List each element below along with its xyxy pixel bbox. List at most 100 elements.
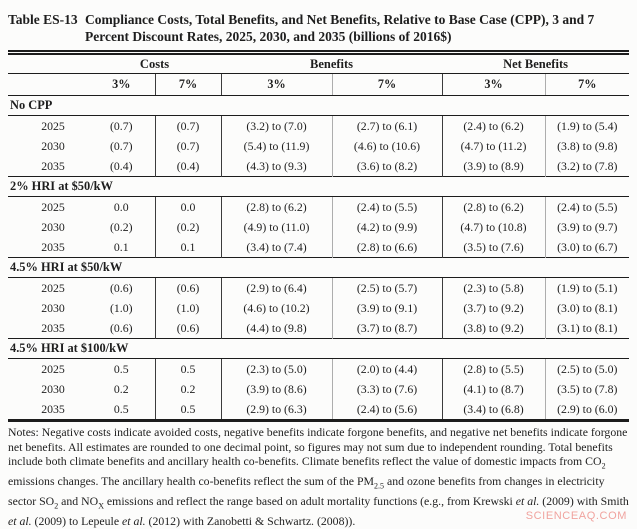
cost-3pct-cell: (0.4)	[88, 156, 156, 177]
table-row: 2030 0.2 0.2 (3.9) to (8.6) (3.3) to (7.…	[8, 379, 629, 399]
netbenefit-3pct-cell: (2.3) to (5.8)	[442, 277, 546, 298]
year-cell: 2025	[41, 199, 65, 214]
benefit-3pct-cell: (2.9) to (6.4)	[221, 277, 333, 298]
year-cell: 2035	[41, 158, 65, 173]
benefit-3pct-cell: (4.9) to (11.0)	[221, 217, 333, 237]
netbenefits-3pct-header: 3%	[442, 73, 546, 96]
cost-7pct-cell: (0.7)	[155, 115, 222, 136]
section-label: 2% HRI at $50/kW	[8, 176, 630, 197]
table-row: 2025 (0.6) (0.6) (2.9) to (6.4) (2.5) to…	[8, 277, 629, 298]
netbenefit-3pct-cell: (3.9) to (8.9)	[442, 156, 546, 177]
benefit-3pct-cell: (2.9) to (6.3)	[221, 399, 333, 421]
table-row: 2035 (0.4) (0.4) (4.3) to (9.3) (3.6) to…	[8, 156, 629, 177]
year-cell: 2035	[41, 239, 65, 254]
netbenefit-7pct-cell: (3.1) to (8.1)	[557, 320, 618, 335]
cost-3pct-cell: (0.2)	[88, 217, 156, 237]
benefit-7pct-cell: (2.8) to (6.6)	[332, 237, 443, 258]
benefits-7pct-header: 7%	[332, 73, 443, 96]
cost-7pct-cell: 0.5	[155, 358, 222, 379]
benefit-7pct-cell: (4.6) to (10.6)	[332, 136, 443, 156]
table-row: 2025 (0.7) (0.7) (3.2) to (7.0) (2.7) to…	[8, 115, 629, 136]
benefit-7pct-cell: (2.4) to (5.5)	[332, 196, 443, 217]
netbenefit-7pct-cell: (3.9) to (9.7)	[557, 219, 618, 234]
cost-7pct-cell: 0.1	[155, 237, 222, 258]
cost-7pct-cell: (1.0)	[155, 298, 222, 318]
netbenefits-7pct-header: 7%	[545, 73, 630, 96]
benefit-3pct-cell: (4.3) to (9.3)	[221, 156, 333, 177]
cost-3pct-cell: 0.0	[88, 196, 156, 217]
section-label: No CPP	[8, 95, 630, 116]
table-row: 2025 0.5 0.5 (2.3) to (5.0) (2.0) to (4.…	[8, 358, 629, 379]
column-group-net-benefits: Net Benefits	[442, 52, 630, 74]
column-group-costs: Costs	[88, 52, 222, 74]
column-group-benefits: Benefits	[221, 52, 443, 74]
benefit-3pct-cell: (2.8) to (6.2)	[221, 196, 333, 217]
year-cell: 2025	[41, 280, 65, 295]
cost-3pct-cell: 0.2	[88, 379, 156, 399]
empty-corner-cell	[8, 73, 88, 96]
table-row: 2025 0.0 0.0 (2.8) to (6.2) (2.4) to (5.…	[8, 196, 629, 217]
cost-3pct-cell: (0.6)	[88, 277, 156, 298]
cost-7pct-cell: (0.4)	[155, 156, 222, 177]
netbenefit-3pct-cell: (2.8) to (5.5)	[442, 358, 546, 379]
benefit-3pct-cell: (5.4) to (11.9)	[221, 136, 333, 156]
netbenefit-3pct-cell: (4.7) to (11.2)	[442, 136, 546, 156]
table-row: 2030 (0.7) (0.7) (5.4) to (11.9) (4.6) t…	[8, 136, 629, 156]
netbenefit-3pct-cell: (2.8) to (6.2)	[442, 196, 546, 217]
netbenefit-7pct-cell: (1.9) to (5.1)	[557, 280, 618, 295]
table-row: 2035 (0.6) (0.6) (4.4) to (9.8) (3.7) to…	[8, 318, 629, 339]
table-title: Table ES-13 Compliance Costs, Total Bene…	[8, 12, 629, 45]
benefit-7pct-cell: (3.3) to (7.6)	[332, 379, 443, 399]
netbenefit-3pct-cell: (3.5) to (7.6)	[442, 237, 546, 258]
netbenefit-3pct-cell: (3.7) to (9.2)	[442, 298, 546, 318]
benefit-7pct-cell: (3.7) to (8.7)	[332, 318, 443, 339]
netbenefit-7pct-cell: (1.9) to (5.4)	[557, 118, 618, 133]
netbenefit-7pct-cell: (3.0) to (6.7)	[557, 239, 618, 254]
benefit-7pct-cell: (2.5) to (5.7)	[332, 277, 443, 298]
table-row: 2030 (1.0) (1.0) (4.6) to (10.2) (3.9) t…	[8, 298, 629, 318]
benefit-7pct-cell: (3.9) to (9.1)	[332, 298, 443, 318]
data-table: Costs Benefits Net Benefits 3% 7% 3% 7% …	[8, 50, 630, 422]
section-row-45pct-hri-50: 4.5% HRI at $50/kW	[8, 257, 630, 278]
year-cell: 2030	[41, 300, 65, 315]
netbenefit-3pct-cell: (3.8) to (9.2)	[442, 318, 546, 339]
benefit-7pct-cell: (3.6) to (8.2)	[332, 156, 443, 177]
benefit-7pct-cell: (4.2) to (9.9)	[332, 217, 443, 237]
table-notes: Notes: Negative costs indicate avoided c…	[8, 425, 629, 528]
benefit-3pct-cell: (4.6) to (10.2)	[221, 298, 333, 318]
netbenefit-3pct-cell: (4.7) to (10.8)	[442, 217, 546, 237]
year-cell: 2025	[41, 361, 65, 376]
section-label: 4.5% HRI at $50/kW	[8, 257, 630, 278]
benefit-7pct-cell: (2.7) to (6.1)	[332, 115, 443, 136]
netbenefit-7pct-cell: (3.2) to (7.8)	[557, 158, 618, 173]
costs-3pct-header: 3%	[88, 73, 156, 96]
column-group-header-row: Costs Benefits Net Benefits	[8, 52, 630, 74]
netbenefit-7pct-cell: (3.0) to (8.1)	[557, 300, 618, 315]
table-number: Table ES-13	[8, 12, 78, 27]
section-row-2pct-hri-50: 2% HRI at $50/kW	[8, 176, 630, 197]
benefit-7pct-cell: (2.4) to (5.6)	[332, 399, 443, 421]
year-cell: 2030	[41, 138, 65, 153]
netbenefit-3pct-cell: (4.1) to (8.7)	[442, 379, 546, 399]
netbenefit-7pct-cell: (3.5) to (7.8)	[557, 381, 618, 396]
benefit-3pct-cell: (2.3) to (5.0)	[221, 358, 333, 379]
year-cell: 2030	[41, 219, 65, 234]
netbenefit-7pct-cell: (2.9) to (6.0)	[557, 401, 618, 416]
year-cell: 2035	[41, 401, 65, 416]
section-label: 4.5% HRI at $100/kW	[8, 338, 630, 359]
benefit-3pct-cell: (3.2) to (7.0)	[221, 115, 333, 136]
netbenefit-3pct-cell: (3.4) to (6.8)	[442, 399, 546, 421]
section-row-no-cpp: No CPP	[8, 95, 630, 116]
table-row: 2035 0.1 0.1 (3.4) to (7.4) (2.8) to (6.…	[8, 237, 629, 258]
cost-7pct-cell: 0.2	[155, 379, 222, 399]
empty-corner-cell	[8, 52, 88, 74]
cost-3pct-cell: (1.0)	[88, 298, 156, 318]
cost-3pct-cell: (0.6)	[88, 318, 156, 339]
cost-3pct-cell: 0.5	[88, 358, 156, 379]
table-row: 2030 (0.2) (0.2) (4.9) to (11.0) (4.2) t…	[8, 217, 629, 237]
netbenefit-7pct-cell: (2.5) to (5.0)	[557, 361, 618, 376]
table-row: 2035 0.5 0.5 (2.9) to (6.3) (2.4) to (5.…	[8, 399, 629, 421]
cost-7pct-cell: 0.0	[155, 196, 222, 217]
netbenefit-3pct-cell: (2.4) to (6.2)	[442, 115, 546, 136]
